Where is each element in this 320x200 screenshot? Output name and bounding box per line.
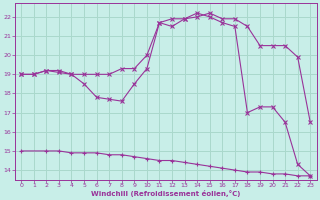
X-axis label: Windchill (Refroidissement éolien,°C): Windchill (Refroidissement éolien,°C) [91, 190, 240, 197]
